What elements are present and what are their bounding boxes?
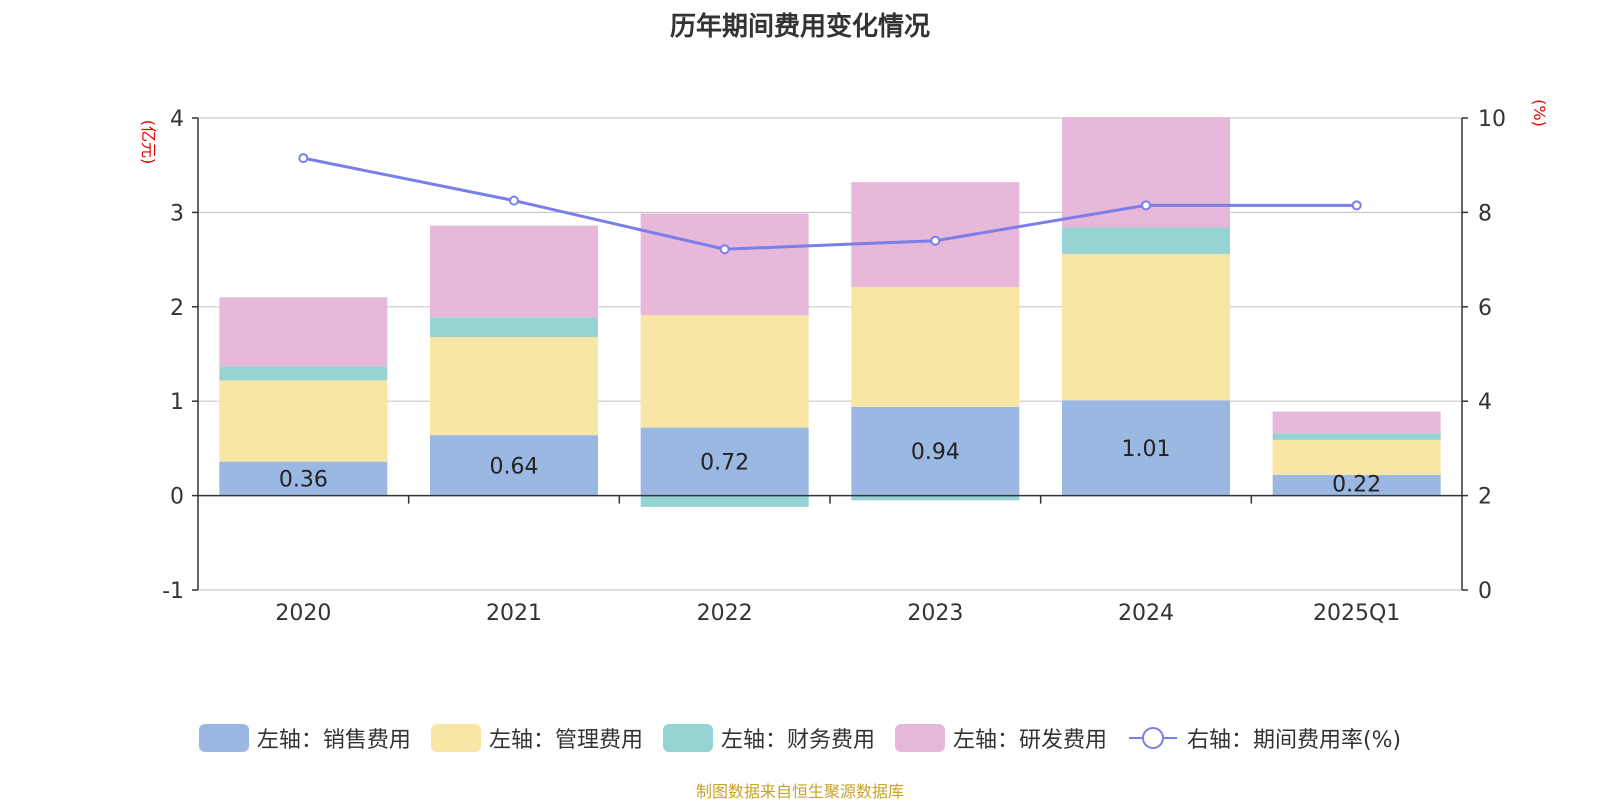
- right-tick-label: 8: [1478, 201, 1492, 226]
- right-tick-label: 4: [1478, 390, 1492, 415]
- legend-line-icon: [1128, 727, 1177, 749]
- legend-item-finance[interactable]: 左轴：财务费用: [662, 722, 875, 754]
- left-tick-label: 0: [170, 485, 184, 510]
- rate-point: [509, 195, 519, 206]
- left-tick-label: 3: [170, 201, 184, 226]
- left-tick-label: 1: [170, 390, 184, 415]
- left-tick-label: 4: [170, 107, 184, 132]
- rate-point: [719, 244, 730, 255]
- category-label: 2021: [486, 601, 542, 626]
- legend-label-admin: 左轴：管理费用: [488, 728, 643, 753]
- legend-label-finance: 左轴：财务费用: [720, 728, 875, 753]
- category-label: 2020: [275, 601, 331, 626]
- source-note: 制图数据来自恒生聚源数据库: [695, 782, 904, 801]
- data-label-sales: 0.72: [700, 451, 749, 476]
- bar-rnd: [640, 213, 809, 316]
- legend-swatch-admin: [430, 724, 481, 752]
- legend: 左轴：销售费用 左轴：管理费用 左轴：财务费用 左轴：研发费用 右轴：期间费用率…: [0, 722, 1600, 754]
- right-tick-label: 0: [1478, 579, 1492, 604]
- legend-swatch-finance: [662, 724, 713, 752]
- right-tick-label: 6: [1478, 296, 1492, 321]
- bar-admin: [640, 315, 809, 428]
- rate-line: [303, 156, 1357, 251]
- bar-sales: [1272, 474, 1441, 496]
- category-label: 2022: [697, 601, 753, 626]
- bar-finance: [219, 366, 388, 381]
- data-label-sales: 0.22: [1332, 473, 1381, 498]
- legend-item-sales[interactable]: 左轴：销售费用: [198, 722, 411, 754]
- legend-item-rate[interactable]: 右轴：期间费用率(%): [1127, 722, 1401, 754]
- bar-rnd: [219, 297, 388, 367]
- bar-finance: [1062, 227, 1230, 254]
- legend-item-rnd[interactable]: 左轴：研发费用: [894, 722, 1107, 754]
- bar-admin: [851, 286, 1020, 407]
- bar-finance: [640, 495, 809, 507]
- rate-point: [1351, 200, 1362, 211]
- data-label-sales: 0.36: [279, 468, 328, 493]
- legend-label-sales: 左轴：销售费用: [256, 728, 411, 753]
- data-label-sales: 0.94: [911, 440, 960, 465]
- bar-sales: [219, 461, 388, 496]
- right-tick-label: 2: [1478, 485, 1492, 510]
- left-tick-label: 2: [170, 296, 184, 321]
- rate-point: [1141, 200, 1151, 211]
- category-label: 2023: [907, 601, 963, 626]
- data-label-sales: 0.64: [490, 454, 539, 479]
- bar-admin: [430, 337, 598, 436]
- category-label: 2024: [1118, 601, 1174, 626]
- bar-sales: [851, 406, 1020, 496]
- bar-finance: [1272, 433, 1441, 440]
- left-tick-label: -1: [162, 579, 184, 604]
- right-axis-unit: (%): [1530, 99, 1549, 127]
- bar-admin: [1272, 439, 1441, 475]
- bar-sales: [430, 435, 598, 496]
- data-label-sales: 1.01: [1122, 437, 1171, 462]
- chart-svg: -1 0 1 2 3 4 0 2 4 6 8 10 (亿元) (%) 2020 2021 2022 2023 202…: [139, 99, 1549, 626]
- legend-swatch-rnd: [894, 724, 945, 752]
- rate-point: [930, 235, 941, 246]
- rate-point: [298, 153, 309, 164]
- bar-finance: [430, 317, 598, 338]
- legend-label-rate: 右轴：期间费用率(%): [1186, 728, 1402, 753]
- bar-rnd: [1272, 411, 1441, 434]
- bar-admin: [219, 380, 388, 462]
- legend-item-admin[interactable]: 左轴：管理费用: [430, 722, 643, 754]
- bar-rnd: [851, 182, 1020, 287]
- right-tick-label: 10: [1478, 107, 1506, 132]
- bar-sales: [640, 427, 809, 496]
- bar-sales: [1062, 400, 1230, 496]
- bar-rnd: [430, 225, 598, 318]
- bar-rnd: [1062, 117, 1230, 228]
- left-axis-unit: (亿元): [139, 120, 158, 165]
- category-label: 2025Q1: [1313, 601, 1400, 626]
- chart-title: 历年期间费用变化情况: [669, 12, 930, 42]
- legend-label-rnd: 左轴：研发费用: [952, 728, 1107, 753]
- bar-admin: [1062, 253, 1230, 401]
- bar-finance: [851, 495, 1020, 501]
- legend-swatch-sales: [198, 724, 249, 752]
